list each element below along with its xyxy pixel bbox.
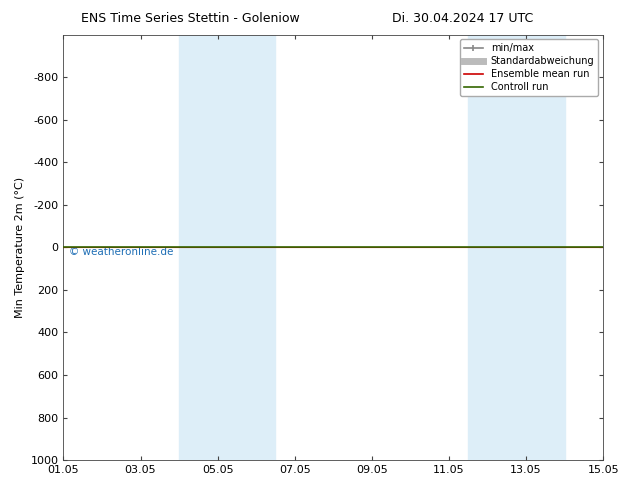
Text: © weatheronline.de: © weatheronline.de	[69, 247, 173, 257]
Bar	[179, 35, 275, 460]
Legend: min/max, Standardabweichung, Ensemble mean run, Controll run: min/max, Standardabweichung, Ensemble me…	[460, 40, 598, 96]
Y-axis label: Min Temperature 2m (°C): Min Temperature 2m (°C)	[15, 177, 25, 318]
Bar	[469, 35, 565, 460]
Text: ENS Time Series Stettin - Goleniow: ENS Time Series Stettin - Goleniow	[81, 12, 300, 25]
Text: Di. 30.04.2024 17 UTC: Di. 30.04.2024 17 UTC	[392, 12, 533, 25]
